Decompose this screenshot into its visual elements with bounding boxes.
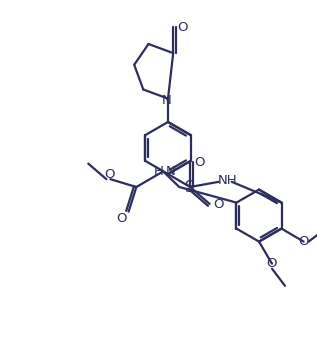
Text: H: H (153, 165, 163, 178)
Text: S: S (185, 179, 195, 194)
Text: O: O (104, 168, 115, 181)
Text: O: O (213, 198, 224, 212)
Text: N: N (162, 94, 172, 107)
Text: NH: NH (218, 174, 237, 187)
Text: O: O (267, 257, 277, 270)
Text: O: O (298, 235, 309, 248)
Text: O: O (194, 156, 204, 169)
Text: O: O (116, 212, 127, 225)
Text: N: N (165, 165, 175, 178)
Text: O: O (177, 21, 187, 34)
